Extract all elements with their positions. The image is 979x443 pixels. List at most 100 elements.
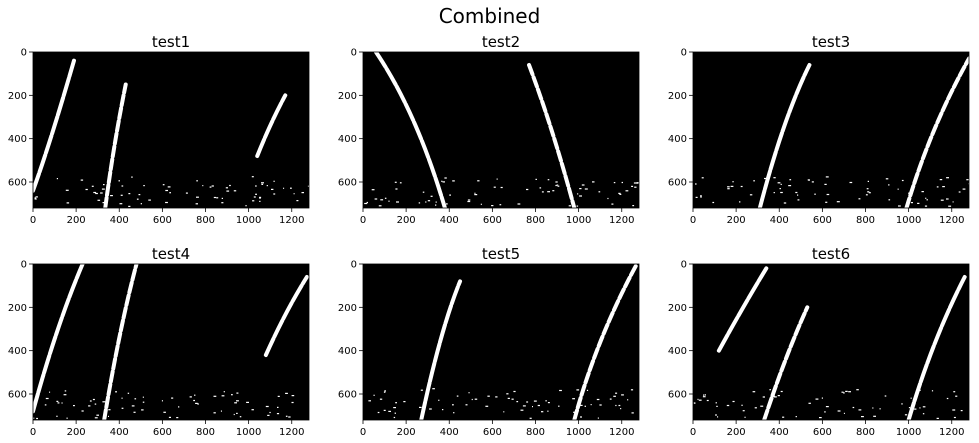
noise-pixel	[901, 179, 904, 182]
noise-pixel	[867, 180, 869, 182]
x-tick-label: 1000	[566, 215, 591, 226]
noise-pixel	[808, 402, 811, 404]
noise-pixel	[607, 197, 609, 200]
noise-pixel	[474, 194, 478, 196]
noise-pixel	[435, 201, 437, 203]
noise-pixel	[885, 178, 889, 180]
subplot-test2: test2 0 200 400 600 800 1000 1200 0 200 400 600	[338, 33, 640, 226]
noise-pixel	[888, 184, 890, 186]
noise-pixel	[529, 417, 532, 419]
noise-pixel	[576, 389, 580, 391]
noise-pixel	[627, 399, 629, 401]
y-tick-label: 600	[8, 178, 27, 189]
noise-pixel	[259, 200, 261, 202]
x-tick-label: 400	[110, 427, 129, 438]
noise-pixel	[572, 398, 575, 400]
x-tick-label: 800	[526, 215, 545, 226]
noise-pixel	[609, 398, 612, 400]
noise-pixel	[393, 407, 396, 409]
noise-pixel	[195, 203, 198, 205]
noise-pixel	[493, 186, 496, 188]
noise-pixel	[168, 416, 171, 418]
noise-pixel	[819, 417, 822, 419]
noise-pixel	[884, 395, 887, 397]
noise-pixel	[225, 187, 228, 189]
axes-frame	[692, 51, 970, 209]
y-tick-label: 400	[8, 134, 27, 145]
noise-pixel	[364, 202, 368, 205]
noise-pixel	[394, 181, 397, 183]
noise-pixel	[852, 406, 855, 409]
axes-frame	[32, 263, 310, 421]
noise-pixel	[231, 394, 233, 396]
noise-pixel	[197, 403, 199, 405]
noise-pixel	[271, 188, 274, 190]
noise-pixel	[577, 193, 579, 195]
noise-pixel	[131, 405, 135, 407]
noise-pixel	[948, 205, 952, 207]
noise-pixel	[234, 402, 237, 404]
noise-pixel	[694, 402, 696, 404]
y-tick-label: 200	[668, 91, 687, 102]
noise-pixel	[296, 200, 299, 202]
noise-pixel	[383, 409, 386, 411]
noise-pixel	[465, 404, 468, 406]
noise-pixel	[773, 177, 776, 179]
noise-pixel	[584, 188, 588, 190]
noise-pixel	[220, 410, 222, 412]
x-tick-label: 800	[856, 215, 875, 226]
lane-line	[716, 266, 769, 353]
noise-pixel	[193, 399, 195, 402]
noise-pixel	[897, 188, 899, 190]
noise-pixel	[288, 416, 291, 418]
noise-pixel	[419, 406, 422, 408]
y-tick-label: 200	[338, 303, 357, 314]
noise-pixel	[276, 413, 280, 415]
noise-pixel	[136, 198, 139, 200]
image-panel	[33, 264, 309, 420]
noise-pixel	[774, 396, 777, 398]
lane-line	[103, 82, 128, 210]
noise-pixel	[856, 389, 859, 391]
noise-pixel	[904, 414, 908, 416]
noise-pixel	[291, 395, 295, 397]
y-tick-label: 600	[668, 178, 687, 189]
noise-pixel	[251, 409, 254, 411]
noise-pixel	[701, 177, 704, 179]
x-tick-label: 0	[690, 215, 696, 226]
noise-pixel	[438, 399, 440, 401]
noise-pixel	[474, 192, 476, 194]
lane-line	[31, 58, 76, 193]
noise-pixel	[777, 182, 781, 184]
noise-pixel	[366, 201, 368, 204]
noise-pixel	[442, 409, 444, 411]
noise-pixel	[368, 400, 371, 402]
x-tick-label: 1000	[566, 427, 591, 438]
noise-pixel	[942, 186, 945, 188]
noise-pixel	[849, 181, 853, 184]
noise-pixel	[568, 205, 571, 207]
noise-pixel	[380, 199, 384, 201]
noise-pixel	[95, 192, 98, 195]
noise-pixel	[425, 201, 427, 203]
noise-pixel	[780, 191, 783, 194]
noise-pixel	[171, 397, 174, 399]
lane-line	[102, 262, 139, 422]
noise-pixel	[715, 414, 717, 416]
noise-pixel	[940, 199, 944, 201]
noise-pixel	[120, 194, 123, 196]
noise-pixel	[922, 413, 925, 415]
noise-pixel	[579, 195, 582, 197]
noise-pixel	[94, 417, 98, 419]
noise-pixel	[467, 200, 471, 203]
noise-pixel	[194, 394, 196, 396]
noise-pixel	[552, 190, 555, 192]
noise-pixel	[56, 415, 58, 417]
noise-pixel	[142, 401, 145, 403]
noise-pixel	[491, 205, 494, 207]
noise-pixel	[446, 203, 448, 205]
x-tick-label: 0	[30, 215, 36, 226]
noise-pixel	[611, 203, 614, 205]
noise-pixel	[110, 195, 113, 197]
